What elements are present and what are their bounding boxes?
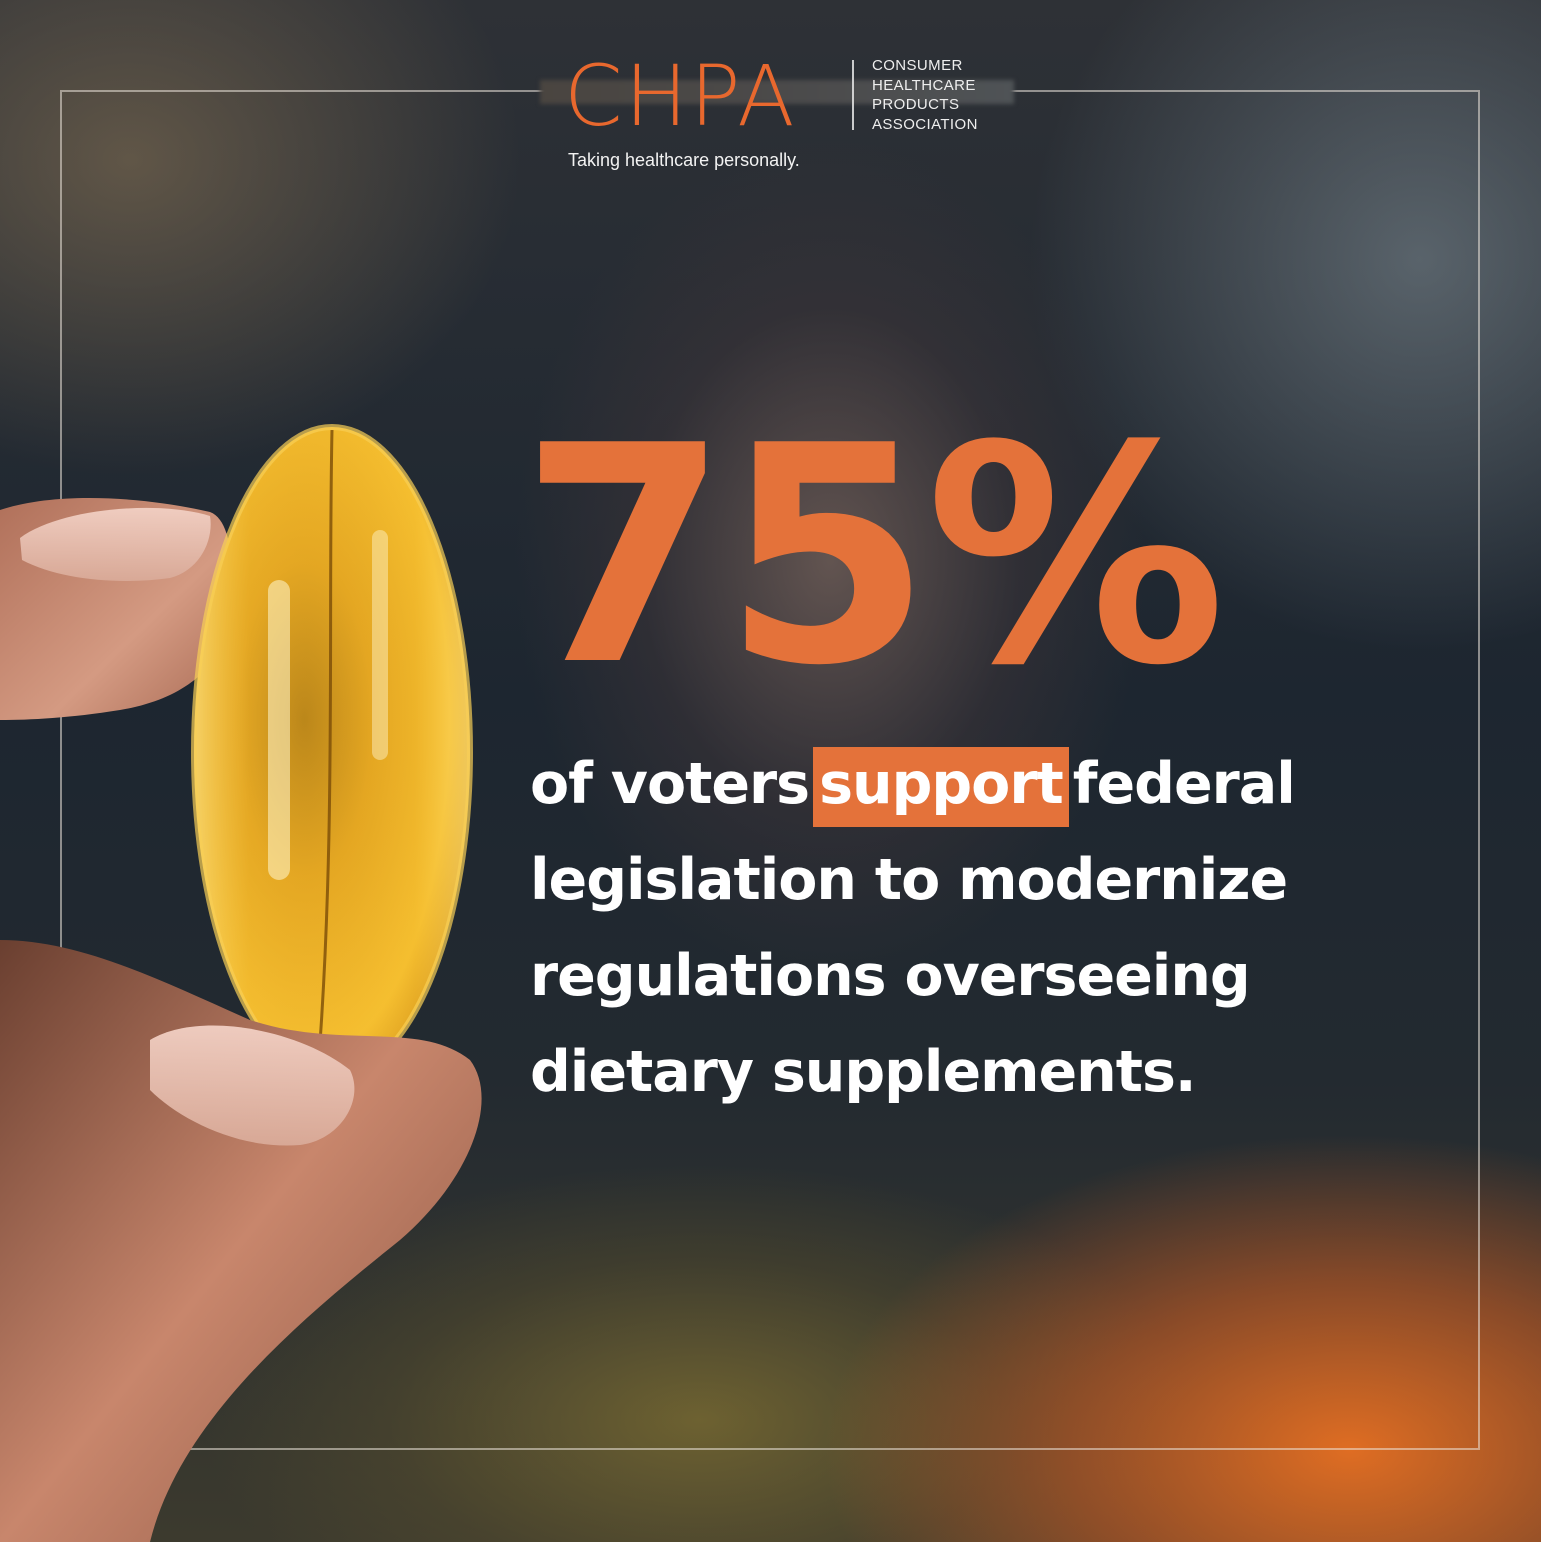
logo-org-line: CONSUMER [872, 57, 963, 74]
logo-divider [852, 60, 854, 130]
chpa-logo: CHPA CONSUMER HEALTHCARE PRODUCTS ASSOCI… [564, 54, 994, 174]
headline-line-1-end: federal [1072, 751, 1296, 817]
fingers-holding-softgel-capsule-icon [0, 424, 482, 1542]
logo-wordmark: CHPA [564, 47, 797, 145]
headline-line-3: regulations overseeing [530, 943, 1251, 1009]
highlighted-word: support [813, 747, 1069, 827]
headline-line-2: legislation to modernize [530, 847, 1288, 913]
headline-line-1: of voters support federal [530, 736, 1430, 832]
headline-statistic: 75% [520, 382, 1226, 731]
frame-logo-gap [540, 80, 1014, 104]
headline-body: of voters support federal legislation to m… [530, 736, 1430, 1120]
headline-line-1-start: of voters [530, 751, 810, 817]
logo-org-line: PRODUCTS [872, 96, 960, 113]
logo-organization-name: CONSUMER HEALTHCARE PRODUCTS ASSOCIATION [872, 56, 978, 134]
headline-line-4: dietary supplements. [530, 1039, 1197, 1105]
logo-tagline: Taking healthcare personally. [568, 150, 800, 170]
logo-org-line: HEALTHCARE [872, 76, 976, 94]
logo-org-line: ASSOCIATION [872, 115, 978, 133]
